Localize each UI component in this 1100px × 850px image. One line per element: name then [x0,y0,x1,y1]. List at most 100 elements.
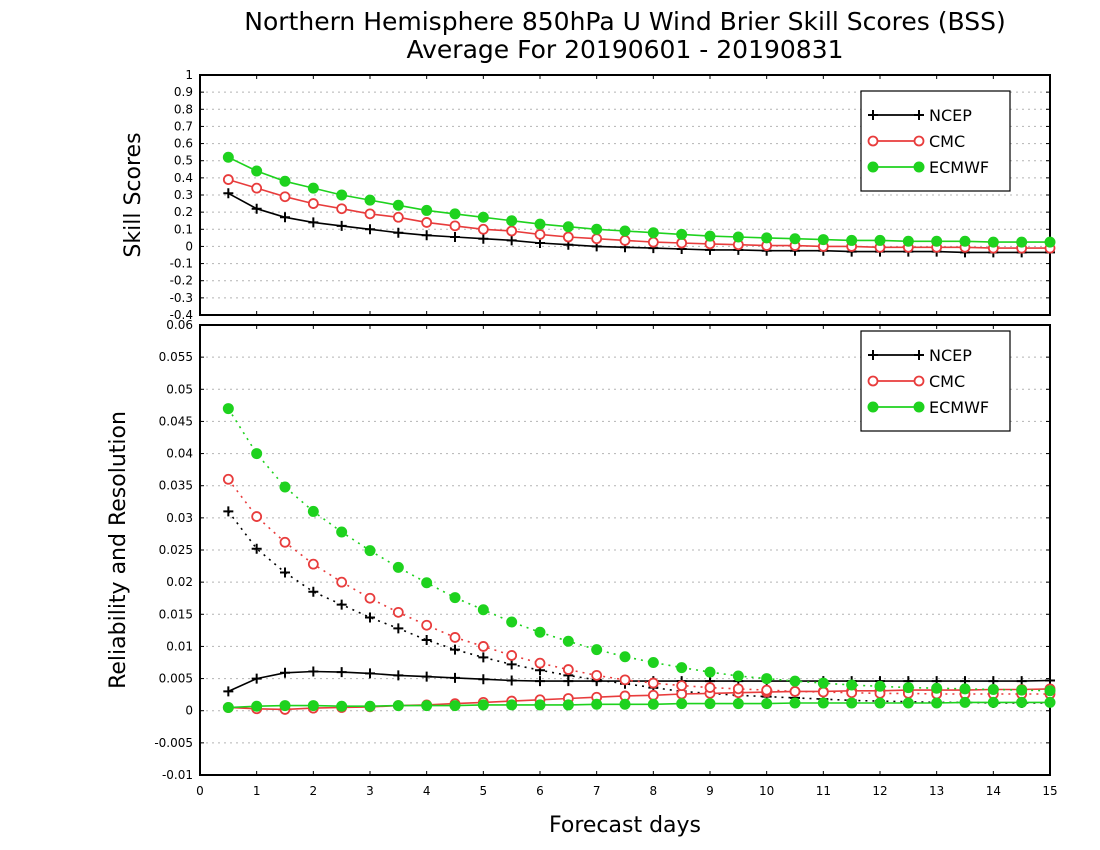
data-point [364,545,376,557]
data-point [364,194,376,206]
data-point [308,586,319,597]
data-point [562,231,574,243]
data-point [817,677,829,689]
data-point [392,606,404,618]
data-point [562,635,574,647]
data-point [1044,696,1056,708]
data-point [789,675,801,687]
data-point [307,198,319,209]
data-point [902,682,914,694]
data-point [591,223,603,235]
y-tick-label: 0.8 [174,102,193,116]
y-tick-label: 1 [185,68,193,82]
data-point [307,505,319,517]
panel-top: 1 0.9 0.8 0.7 0.6 0.5 0.4 0.3 0.2 0.1 0 -0.1 -0.2 -0.… [170,68,1056,322]
top-ylabel: Skill Scores [121,132,146,257]
data-point [591,644,603,656]
y-tick-label: 0.9 [174,85,193,99]
data-point [336,526,348,538]
data-point [393,670,404,681]
series-ecmwf-dotted [222,403,1056,697]
data-point [647,227,659,239]
data-point [365,668,375,679]
y-tick-label: -0.3 [170,291,193,305]
data-point [393,227,404,238]
data-point [619,674,631,686]
bottom-ylabel: Reliability and Resolution [106,411,131,689]
y-tick-label: 0.01 [166,639,193,653]
data-point [449,220,461,232]
data-point [307,700,319,712]
y-tick-label: 0.4 [174,171,193,185]
x-axis-label: Forecast days [549,813,701,838]
data-point [478,652,489,663]
data-point [562,221,574,233]
legend-marker [868,350,878,360]
x-tick-label: 0 [196,784,204,798]
legend-marker [867,375,879,387]
legend-label: NCEP [929,106,972,125]
data-point [1016,696,1028,708]
data-point [619,698,631,710]
data-point [874,234,886,246]
data-point [365,224,375,235]
data-point [336,220,347,231]
data-point [619,651,631,663]
data-point [364,208,376,220]
data-point [534,657,546,669]
legend: NCEP CMC ECMWF [860,90,1011,192]
y-tick-label: -0.2 [170,274,193,288]
x-tick-label: 7 [593,784,601,798]
data-point [222,702,234,713]
series-ecmwf-solid [222,151,1056,248]
data-point [336,203,348,215]
plot-frame [199,324,1051,776]
x-tick-label: 14 [986,784,1001,798]
data-point [732,231,744,243]
data-point [336,576,348,588]
data-point [987,696,999,708]
data-point [959,683,971,695]
legend-marker [868,110,878,120]
data-point [534,699,546,711]
data-point [450,232,460,242]
data-point [336,667,347,678]
data-point [647,698,659,710]
y-tick-label: -0.1 [170,257,193,271]
data-point [761,673,773,685]
y-tick-label: 0.2 [174,205,193,219]
data-point [223,506,234,517]
y-tick-label: 0.05 [166,382,193,396]
data-point [619,225,631,237]
data-point [477,699,489,711]
data-point [478,233,489,244]
data-point [535,676,545,687]
data-point [562,699,574,711]
data-point [591,669,603,681]
x-tick-label: 10 [759,784,774,798]
x-tick-label: 11 [816,784,831,798]
data-point [1044,236,1056,248]
data-point [846,697,858,709]
series-cmc-solid [222,174,1056,254]
data-point [931,235,943,247]
data-point [477,604,489,616]
data-point [987,684,999,695]
data-point [279,700,291,712]
data-point [1044,685,1056,697]
data-point [392,211,404,223]
x-tick-label: 8 [650,784,658,798]
series-ecmwf-solid [222,696,1056,713]
data-point [393,623,404,634]
data-point [676,698,688,710]
data-point [392,700,404,712]
data-point [506,616,518,628]
legend-label: ECMWF [929,398,989,417]
x-tick-label: 3 [366,784,374,798]
data-point [222,403,234,415]
data-point [280,567,290,578]
data-point [477,641,489,652]
data-point [874,680,886,692]
legend-marker [867,135,879,147]
data-point [761,698,773,710]
